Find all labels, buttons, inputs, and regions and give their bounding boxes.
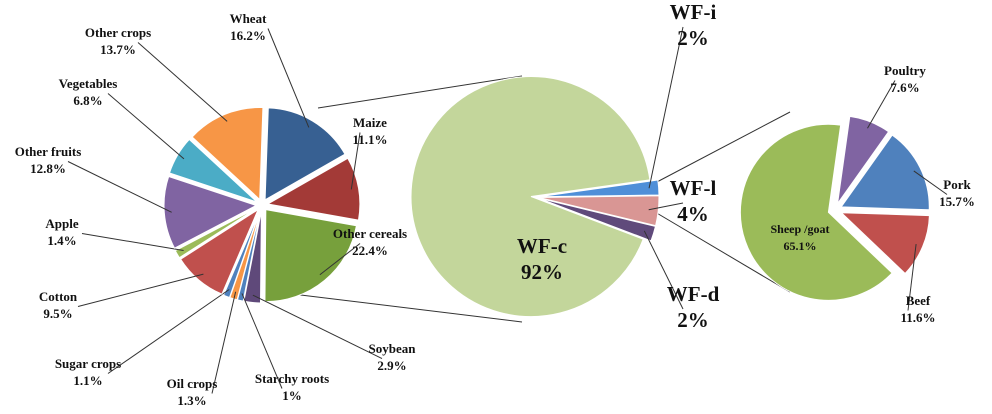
pie-slice [191,107,264,201]
slice-value: 15.7% [939,194,975,209]
slice-value: 6.8% [73,93,102,108]
slice-label: WF-l [670,176,717,200]
slice-value: 2% [677,26,709,50]
leader-line [137,42,228,122]
slice-value: 65.1% [784,239,817,253]
slice-label: Beef [906,293,931,308]
leader-line [107,289,230,374]
slice-value: 1.1% [73,373,102,388]
pie-slice [243,210,262,304]
leader-line [252,294,383,359]
slice-label: Other cereals [333,226,407,241]
leader-line [350,132,361,190]
slice-label: Other crops [85,25,151,40]
slice-label: Cotton [39,289,78,304]
slice-label: Apple [45,216,78,231]
slice-label: Sugar crops [55,356,121,371]
pie-slice [264,209,357,303]
slice-value: 11.1% [352,132,387,147]
connector [654,211,791,293]
slice-label: Wheat [230,11,268,26]
slice-value: 4% [677,202,709,226]
pie-slice [840,134,930,211]
leader-line [81,233,184,252]
slice-value: 13.7% [100,42,136,57]
slice-value: 2.9% [377,358,406,373]
slice-value: 1.4% [47,233,76,248]
slice-label: WF-i [670,0,717,24]
pie-slice [163,175,258,249]
slice-value: 22.4% [352,243,388,258]
leader-line [67,161,172,213]
pie-slice [264,107,346,201]
leader-line [211,291,237,394]
leader-line [241,293,283,389]
slice-label: Soybean [369,341,417,356]
leader-line [643,230,684,310]
slice-label: Pork [943,177,971,192]
slice-value: 2% [677,308,709,332]
slice-value: 1% [282,388,302,403]
pie-slice [168,138,258,203]
slice-value: 11.6% [900,310,935,325]
leader-line [319,243,361,276]
pie-slice [410,76,651,318]
slice-label: WF-c [517,234,567,258]
slice-value: 16.2% [230,28,266,43]
pie-slice [538,197,657,242]
slice-label: Vegetables [59,76,118,91]
slice-label: Poultry [884,63,926,78]
leader-line [267,28,310,128]
connector [654,111,791,184]
slice-label: WF-d [667,282,720,306]
pie-slice [179,208,260,295]
slice-label: Maize [353,115,387,130]
pie-slice [266,157,361,221]
slice-label: Sheep /goat [770,222,829,236]
slice-value: 7.6% [890,80,919,95]
slice-value: 12.8% [30,161,66,176]
leader-line [77,273,204,307]
leader-line [648,202,684,211]
leader-line [107,93,185,160]
slice-value: 92% [521,260,563,284]
pie-slice [739,123,893,301]
slice-label: Other fruits [15,144,82,159]
slice-value: 1.3% [177,393,206,408]
connector [317,75,523,109]
slice-label: Oil crops [167,376,218,391]
pie-slice [538,179,660,198]
leader-line [913,170,948,195]
pie-slice [174,207,258,259]
leader-line [907,243,917,311]
slice-value: 9.5% [43,306,72,321]
pie-slice [840,212,930,275]
pie-slice [837,115,890,204]
pie-slice [538,195,660,227]
connector [275,291,523,323]
leader-line [867,80,896,129]
leader-line [648,26,684,189]
pie-slice [222,210,261,299]
slice-label: Starchy roots [255,371,329,386]
